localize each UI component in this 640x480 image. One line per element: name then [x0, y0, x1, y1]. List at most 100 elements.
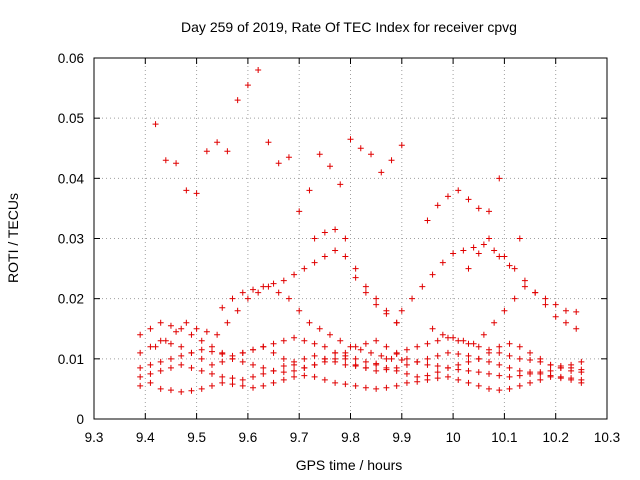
x-tick-label: 9.7 — [290, 430, 309, 445]
data-point — [316, 151, 323, 158]
data-point — [398, 307, 405, 314]
data-point — [393, 364, 400, 371]
data-point — [270, 367, 277, 374]
data-point — [388, 157, 395, 164]
data-point — [465, 265, 472, 272]
y-tick-label: 0 — [76, 412, 84, 427]
data-point — [208, 370, 215, 377]
data-point — [455, 337, 462, 344]
data-point — [219, 373, 226, 380]
data-point — [342, 349, 349, 356]
data-point — [357, 346, 364, 353]
data-point — [270, 379, 277, 386]
data-point — [219, 351, 226, 358]
data-point — [183, 187, 190, 194]
data-point — [291, 367, 298, 374]
data-point — [342, 235, 349, 242]
data-point — [465, 340, 472, 347]
data-point — [291, 373, 298, 380]
data-point — [342, 381, 349, 388]
data-point — [429, 271, 436, 278]
data-point — [239, 358, 246, 365]
y-tick-label: 0.06 — [58, 51, 84, 66]
data-point — [250, 373, 257, 380]
data-point — [234, 97, 241, 104]
data-point — [414, 358, 421, 365]
data-point — [573, 325, 580, 332]
data-point — [152, 121, 159, 128]
data-point — [547, 361, 554, 368]
data-point — [542, 301, 549, 308]
data-point — [403, 379, 410, 386]
data-point — [198, 346, 205, 353]
series-sat-n — [465, 235, 523, 272]
data-point — [475, 205, 482, 212]
data-point — [208, 361, 215, 368]
data-point — [157, 385, 164, 392]
data-point — [301, 364, 308, 371]
data-point — [403, 361, 410, 368]
data-point — [311, 373, 318, 380]
data-point — [460, 337, 467, 344]
data-point — [362, 364, 369, 371]
data-point — [480, 331, 487, 338]
data-point — [229, 375, 236, 382]
series-sat-f — [152, 283, 405, 364]
data-point — [450, 250, 457, 257]
data-point — [301, 355, 308, 362]
data-point — [506, 364, 513, 371]
data-point — [337, 181, 344, 188]
data-point — [542, 295, 549, 302]
data-point — [578, 376, 585, 383]
data-point — [475, 369, 482, 376]
data-point — [486, 358, 493, 365]
data-point — [224, 319, 231, 326]
data-point — [414, 343, 421, 350]
data-point — [444, 193, 451, 200]
data-point — [429, 325, 436, 332]
data-point — [291, 271, 298, 278]
data-point — [373, 295, 380, 302]
data-point — [409, 295, 416, 302]
data-point — [147, 325, 154, 332]
x-tick-label: 9.5 — [187, 430, 206, 445]
data-point — [352, 382, 359, 389]
x-tick-label: 9.6 — [239, 430, 258, 445]
data-point — [455, 351, 462, 358]
data-point — [434, 337, 441, 344]
data-point — [450, 334, 457, 341]
data-point — [352, 274, 359, 281]
data-point — [214, 331, 221, 338]
chart-title: Day 259 of 2019, Rate Of TEC Index for r… — [181, 19, 517, 35]
data-point — [167, 387, 174, 394]
data-point — [332, 358, 339, 365]
data-point — [568, 375, 575, 382]
data-point — [516, 343, 523, 350]
data-point — [157, 319, 164, 326]
data-point — [291, 334, 298, 341]
series-sat-k — [311, 226, 400, 326]
data-point — [208, 348, 215, 355]
data-point — [398, 357, 405, 364]
data-point — [311, 361, 318, 368]
data-point — [383, 310, 390, 317]
data-point — [486, 208, 493, 215]
data-point — [301, 265, 308, 272]
data-point — [527, 369, 534, 376]
data-point — [373, 385, 380, 392]
series-sat-i — [429, 283, 580, 347]
data-point — [516, 355, 523, 362]
data-point — [255, 67, 262, 74]
data-point — [460, 247, 467, 254]
data-point — [178, 361, 185, 368]
data-point — [455, 366, 462, 373]
x-axis-label: GPS time / hours — [296, 457, 403, 473]
data-point — [506, 385, 513, 392]
data-point — [244, 82, 251, 89]
series-sat-e — [137, 334, 585, 383]
data-point — [501, 307, 508, 314]
data-point — [552, 301, 559, 308]
data-point — [250, 346, 257, 353]
x-tick-label: 9.4 — [136, 430, 155, 445]
data-point — [188, 364, 195, 371]
